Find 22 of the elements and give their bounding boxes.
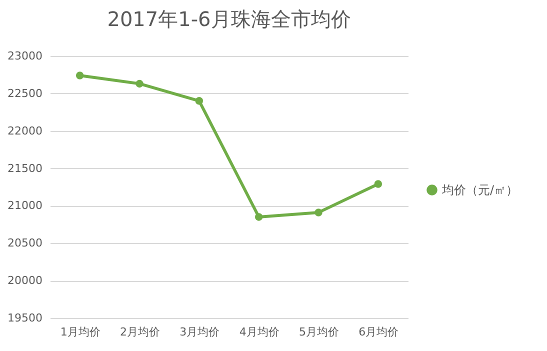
y-tick-label: 22000 <box>8 124 42 138</box>
x-tick-label: 5月均价 <box>299 326 339 338</box>
point <box>76 72 84 80</box>
x-tick-label: 1月均价 <box>60 326 100 338</box>
chart-title: 2017年1-6月珠海全市均价 <box>107 7 351 31</box>
x-tick-label: 6月均价 <box>358 326 399 338</box>
point <box>314 208 322 216</box>
y-tick-label: 20000 <box>8 274 42 288</box>
x-tick-label: 2月均价 <box>120 326 160 338</box>
y-tick-label: 20500 <box>8 236 42 250</box>
point <box>195 97 204 105</box>
y-tick-label: 19500 <box>8 312 42 324</box>
y-tick-label: 23000 <box>8 50 42 62</box>
x-tick-label: 3月均价 <box>180 326 220 338</box>
point <box>254 213 263 221</box>
point <box>374 180 382 188</box>
y-tick-label: 21500 <box>8 162 42 175</box>
point <box>136 80 144 88</box>
y-tick-label: 21000 <box>8 199 42 212</box>
y-tick-label: 22500 <box>8 86 42 100</box>
legend-label: 均价（元/㎡） <box>441 183 518 197</box>
x-tick-label: 4月均价 <box>239 326 280 338</box>
